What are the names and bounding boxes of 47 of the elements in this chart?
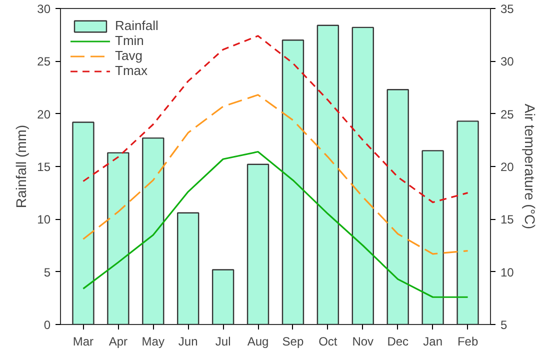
y2-tick-label: 30 — [500, 54, 514, 69]
x-tick-label: Jan — [423, 334, 443, 348]
y-tick-label: 0 — [44, 318, 51, 332]
y-tick-label: 25 — [37, 54, 51, 69]
y2-tick-label: 25 — [500, 107, 514, 122]
legend-label: Tavg — [115, 48, 142, 63]
y2-tick-label: 10 — [500, 265, 514, 280]
y-tick-label: 30 — [37, 2, 51, 16]
x-tick-label: May — [142, 334, 164, 348]
x-tick-label: Apr — [108, 334, 128, 348]
y-tick-label: 5 — [44, 265, 51, 280]
legend-label: Rainfall — [115, 18, 158, 33]
x-tick-label: Oct — [318, 334, 338, 348]
x-tick-label: Feb — [457, 334, 478, 348]
legend-label: Tmin — [115, 33, 144, 48]
y-tick-label: 20 — [37, 107, 51, 122]
x-tick-label: Jul — [215, 334, 231, 348]
y-tick-label: 10 — [37, 212, 51, 227]
bar — [72, 122, 94, 324]
line-series — [82, 94, 469, 255]
bar — [282, 40, 304, 324]
y-axis-title: Rainfall (mm) — [13, 124, 30, 208]
y2-tick-label: 20 — [500, 160, 514, 174]
y2-tick-label: 5 — [500, 318, 508, 332]
bar — [386, 89, 409, 324]
bar — [316, 24, 340, 324]
bar — [107, 152, 130, 324]
line-series — [82, 150, 469, 298]
x-tick-label: Jun — [178, 334, 198, 348]
y2-tick-label: 35 — [500, 2, 514, 16]
bar — [352, 26, 374, 324]
legend-label: Tmax — [115, 63, 148, 78]
x-tick-label: Sep — [282, 334, 304, 348]
x-tick-label: Mar — [72, 334, 94, 348]
bar — [177, 212, 200, 324]
x-tick-label: Aug — [247, 334, 269, 348]
bar — [212, 269, 234, 324]
bar — [422, 150, 444, 324]
line-series — [82, 35, 469, 204]
bar — [456, 120, 479, 324]
y2-tick-label: 15 — [500, 212, 514, 227]
x-tick-label: Dec — [387, 334, 409, 348]
bar — [142, 137, 164, 324]
y2-axis-title: Air temperature (°C) — [522, 104, 538, 230]
y-tick-label: 15 — [37, 160, 51, 174]
bar — [246, 164, 270, 324]
x-tick-label: Nov — [352, 334, 374, 348]
